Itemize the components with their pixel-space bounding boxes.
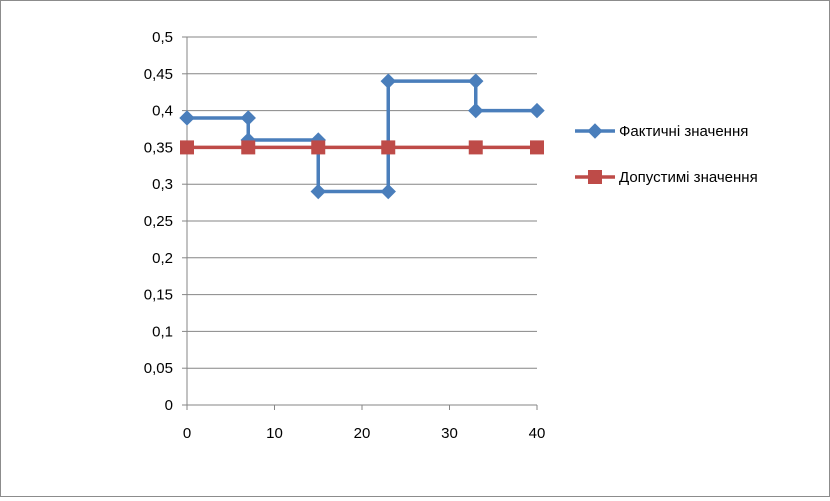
series-layer — [179, 73, 545, 200]
data-point — [310, 183, 326, 200]
legend-layer: Фактичні значення Допустимі значення — [575, 123, 758, 186]
data-point — [180, 140, 194, 155]
y-tick-label: 0,25 — [144, 213, 173, 230]
legend-label: Фактичні значення — [619, 123, 748, 140]
grid-layer — [187, 36, 537, 369]
data-point — [179, 110, 195, 126]
y-tick-label: 0 — [165, 397, 173, 414]
series-group — [179, 73, 545, 200]
series-group — [180, 140, 544, 155]
axes-layer: 0 0,05 0,1 0,15 0,2 0,25 0,3 0,35 0,4 0,45 0,5 0 10 2… — [144, 29, 546, 442]
y-tick-label: 0,5 — [152, 29, 173, 46]
data-point — [381, 140, 396, 155]
y-tick-label: 0,35 — [144, 139, 173, 156]
y-tick-label: 0,2 — [152, 250, 173, 267]
x-tick-label: 20 — [354, 425, 371, 442]
legend-marker — [588, 170, 602, 184]
y-tick-label: 0,4 — [152, 103, 173, 120]
data-point — [468, 102, 484, 119]
data-point — [241, 140, 256, 155]
data-point — [530, 140, 544, 155]
legend-marker — [587, 123, 603, 139]
data-point — [380, 183, 396, 200]
y-tick-label: 0,45 — [144, 66, 173, 83]
data-point — [311, 140, 326, 155]
y-tick-label: 0,15 — [144, 287, 173, 304]
series-line — [187, 79, 537, 194]
data-point — [380, 73, 396, 89]
data-point — [468, 73, 484, 89]
x-tick-label: 10 — [266, 425, 283, 442]
y-tick-label: 0,3 — [152, 176, 173, 193]
y-tick-label: 0,1 — [152, 323, 173, 340]
data-point — [529, 102, 545, 119]
x-tick-label: 40 — [529, 425, 546, 442]
legend-entry: Допустимі значення — [575, 169, 758, 186]
data-point — [240, 110, 256, 126]
data-point — [468, 140, 483, 155]
x-tick-label: 30 — [441, 425, 458, 442]
legend-label: Допустимі значення — [619, 169, 758, 186]
y-tick-label: 0,05 — [144, 360, 173, 377]
legend-entry: Фактичні значення — [575, 123, 748, 140]
x-tick-label: 0 — [183, 425, 191, 442]
